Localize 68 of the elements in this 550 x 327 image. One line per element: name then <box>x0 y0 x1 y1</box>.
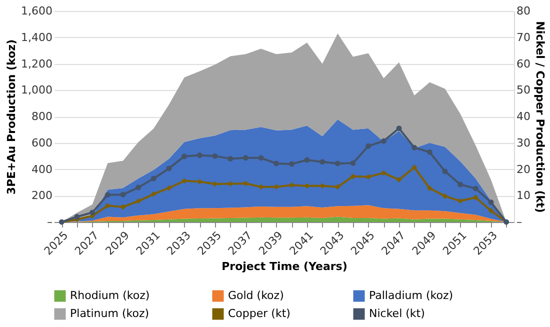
point <box>104 202 110 208</box>
point <box>412 164 418 170</box>
point <box>274 160 280 166</box>
point <box>472 186 478 192</box>
point <box>242 155 248 161</box>
y-tick-label: – <box>47 216 52 228</box>
point <box>488 199 494 205</box>
legend-label: Rhodium (koz) <box>70 289 150 302</box>
point <box>380 138 386 144</box>
point <box>458 182 464 188</box>
point <box>136 198 142 204</box>
y2-tick-label: 10 <box>516 189 530 202</box>
y2-tick-label: 70 <box>516 30 530 44</box>
point <box>150 191 156 197</box>
point <box>380 170 386 176</box>
point <box>196 152 202 158</box>
point <box>412 144 418 150</box>
y2-tick-label: 20 <box>516 162 530 176</box>
y-tick-label: 1,400 <box>21 30 52 44</box>
y2-tick-label: 60 <box>516 57 530 70</box>
point <box>396 126 402 132</box>
legend-label: Palladium (koz) <box>369 289 454 302</box>
y2-tick-label: 30 <box>516 136 530 150</box>
point <box>458 198 464 204</box>
point <box>74 214 80 220</box>
y-tick-label: 400 <box>32 162 52 176</box>
legend-label: Nickel (kt) <box>369 307 425 320</box>
point <box>426 149 432 155</box>
y2-tick-label: 50 <box>516 84 530 97</box>
point <box>150 176 156 182</box>
point <box>442 168 448 174</box>
x-axis-title: Project Time (Years) <box>222 260 348 274</box>
y2-axis-title: Nickel / Copper Production (kt) <box>533 21 546 213</box>
point <box>442 193 448 199</box>
point <box>426 186 432 191</box>
point <box>488 208 494 214</box>
legend-label: Platinum (koz) <box>70 307 150 320</box>
point <box>288 161 294 167</box>
y2-tick-label: 40 <box>516 110 530 123</box>
legend-label: Gold (koz) <box>228 289 284 302</box>
y2-tick-label: – <box>516 216 522 228</box>
point <box>166 185 172 191</box>
legend-label: Copper (kt) <box>228 307 290 320</box>
point <box>136 184 142 190</box>
point <box>120 192 126 198</box>
y2-tick-label: 80 <box>516 4 530 18</box>
y-axis-title: 3PE+Au Production (koz) <box>5 39 18 195</box>
point <box>320 159 326 165</box>
y-tick-label: 1,200 <box>21 57 52 70</box>
point <box>104 192 110 198</box>
point <box>258 155 264 161</box>
point <box>182 154 188 160</box>
y-tick-label: 1,600 <box>21 4 52 18</box>
point <box>334 160 340 166</box>
point <box>228 156 234 162</box>
y-tick-label: 600 <box>32 136 52 150</box>
point <box>90 210 96 216</box>
y-tick-label: 800 <box>32 110 52 123</box>
point <box>366 143 372 149</box>
point <box>304 157 310 163</box>
point <box>396 177 402 183</box>
point <box>212 153 218 159</box>
y-tick-label: 200 <box>32 189 52 202</box>
point <box>120 204 126 210</box>
point <box>350 160 356 166</box>
y-tick-label: 1,000 <box>21 84 52 97</box>
point <box>366 174 372 180</box>
point <box>166 166 172 172</box>
